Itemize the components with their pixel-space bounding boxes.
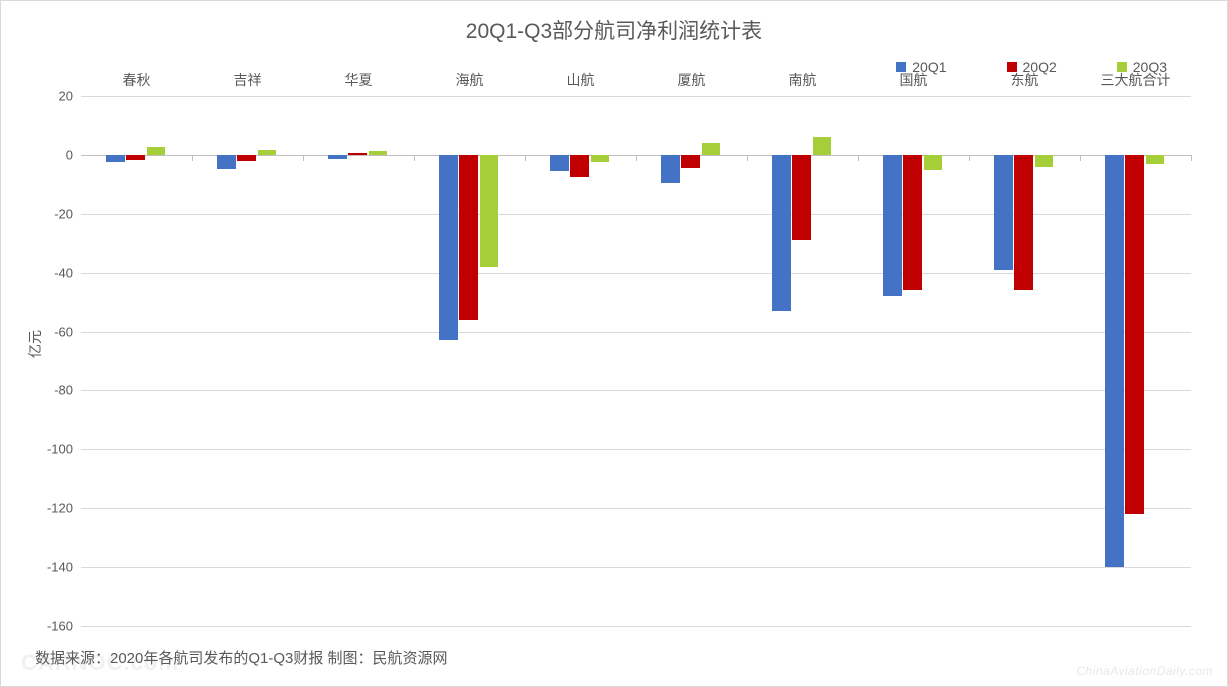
- chart-title: 20Q1-Q3部分航司净利润统计表: [1, 15, 1227, 45]
- category-tick: [747, 155, 748, 161]
- category-label: 国航: [900, 70, 928, 90]
- y-tick-label: -20: [54, 206, 73, 221]
- bar: [1035, 155, 1054, 167]
- category-label: 春秋: [123, 70, 151, 90]
- bar: [792, 155, 811, 240]
- gridline: [81, 390, 1191, 391]
- category-tick: [1080, 155, 1081, 161]
- gridline: [81, 508, 1191, 509]
- category-tick: [969, 155, 970, 161]
- bar: [1146, 155, 1165, 164]
- bar: [883, 155, 902, 296]
- chart-container: 20Q1-Q3部分航司净利润统计表 20Q120Q220Q3 亿元 200-20…: [0, 0, 1228, 687]
- category-tick: [192, 155, 193, 161]
- category-tick: [525, 155, 526, 161]
- bar: [147, 147, 166, 155]
- y-tick-label: -120: [47, 501, 73, 516]
- gridline: [81, 332, 1191, 333]
- bar: [903, 155, 922, 290]
- bar: [813, 137, 832, 155]
- category-label: 海航: [456, 70, 484, 90]
- category-label: 吉祥: [234, 70, 262, 90]
- bar: [994, 155, 1013, 270]
- bar: [924, 155, 943, 170]
- category-label: 三大航合计: [1101, 70, 1171, 90]
- bar: [237, 155, 256, 161]
- category-tick: [414, 155, 415, 161]
- bar: [772, 155, 791, 311]
- bar: [328, 155, 347, 159]
- y-axis-label: 亿元: [25, 330, 45, 358]
- gridline: [81, 626, 1191, 627]
- bar: [550, 155, 569, 171]
- category-label: 东航: [1011, 70, 1039, 90]
- bar: [258, 150, 277, 155]
- bar: [681, 155, 700, 168]
- bar: [106, 155, 125, 162]
- gridline: [81, 449, 1191, 450]
- bar: [702, 143, 721, 155]
- y-tick-label: 0: [66, 147, 73, 162]
- y-tick-label: -60: [54, 324, 73, 339]
- category-tick: [636, 155, 637, 161]
- category-tick: [858, 155, 859, 161]
- category-label: 南航: [789, 70, 817, 90]
- category-tick: [1191, 155, 1192, 161]
- bar: [1014, 155, 1033, 290]
- bar: [126, 155, 145, 160]
- category-label: 华夏: [345, 70, 373, 90]
- bar: [459, 155, 478, 320]
- bar: [570, 155, 589, 177]
- bar: [480, 155, 499, 267]
- bar: [661, 155, 680, 183]
- category-label: 山航: [567, 70, 595, 90]
- plot-area: 200-20-40-60-80-100-120-140-160春秋吉祥华夏海航山…: [81, 96, 1191, 626]
- source-note: 数据来源：2020年各航司发布的Q1-Q3财报 制图：民航资源网: [35, 647, 448, 668]
- bar: [591, 155, 610, 162]
- category-tick: [303, 155, 304, 161]
- y-tick-label: -160: [47, 619, 73, 634]
- gridline: [81, 96, 1191, 97]
- y-tick-label: -140: [47, 560, 73, 575]
- y-tick-label: -40: [54, 265, 73, 280]
- bar: [439, 155, 458, 341]
- bar: [1105, 155, 1124, 567]
- y-tick-label: 20: [59, 89, 73, 104]
- y-tick-label: -80: [54, 383, 73, 398]
- y-tick-label: -100: [47, 442, 73, 457]
- bar: [369, 151, 388, 155]
- bar: [217, 155, 236, 169]
- gridline: [81, 567, 1191, 568]
- bar: [348, 153, 367, 155]
- bar: [1125, 155, 1144, 514]
- watermark-right: ChinaAviationDaily.com: [1076, 664, 1213, 678]
- category-label: 厦航: [678, 70, 706, 90]
